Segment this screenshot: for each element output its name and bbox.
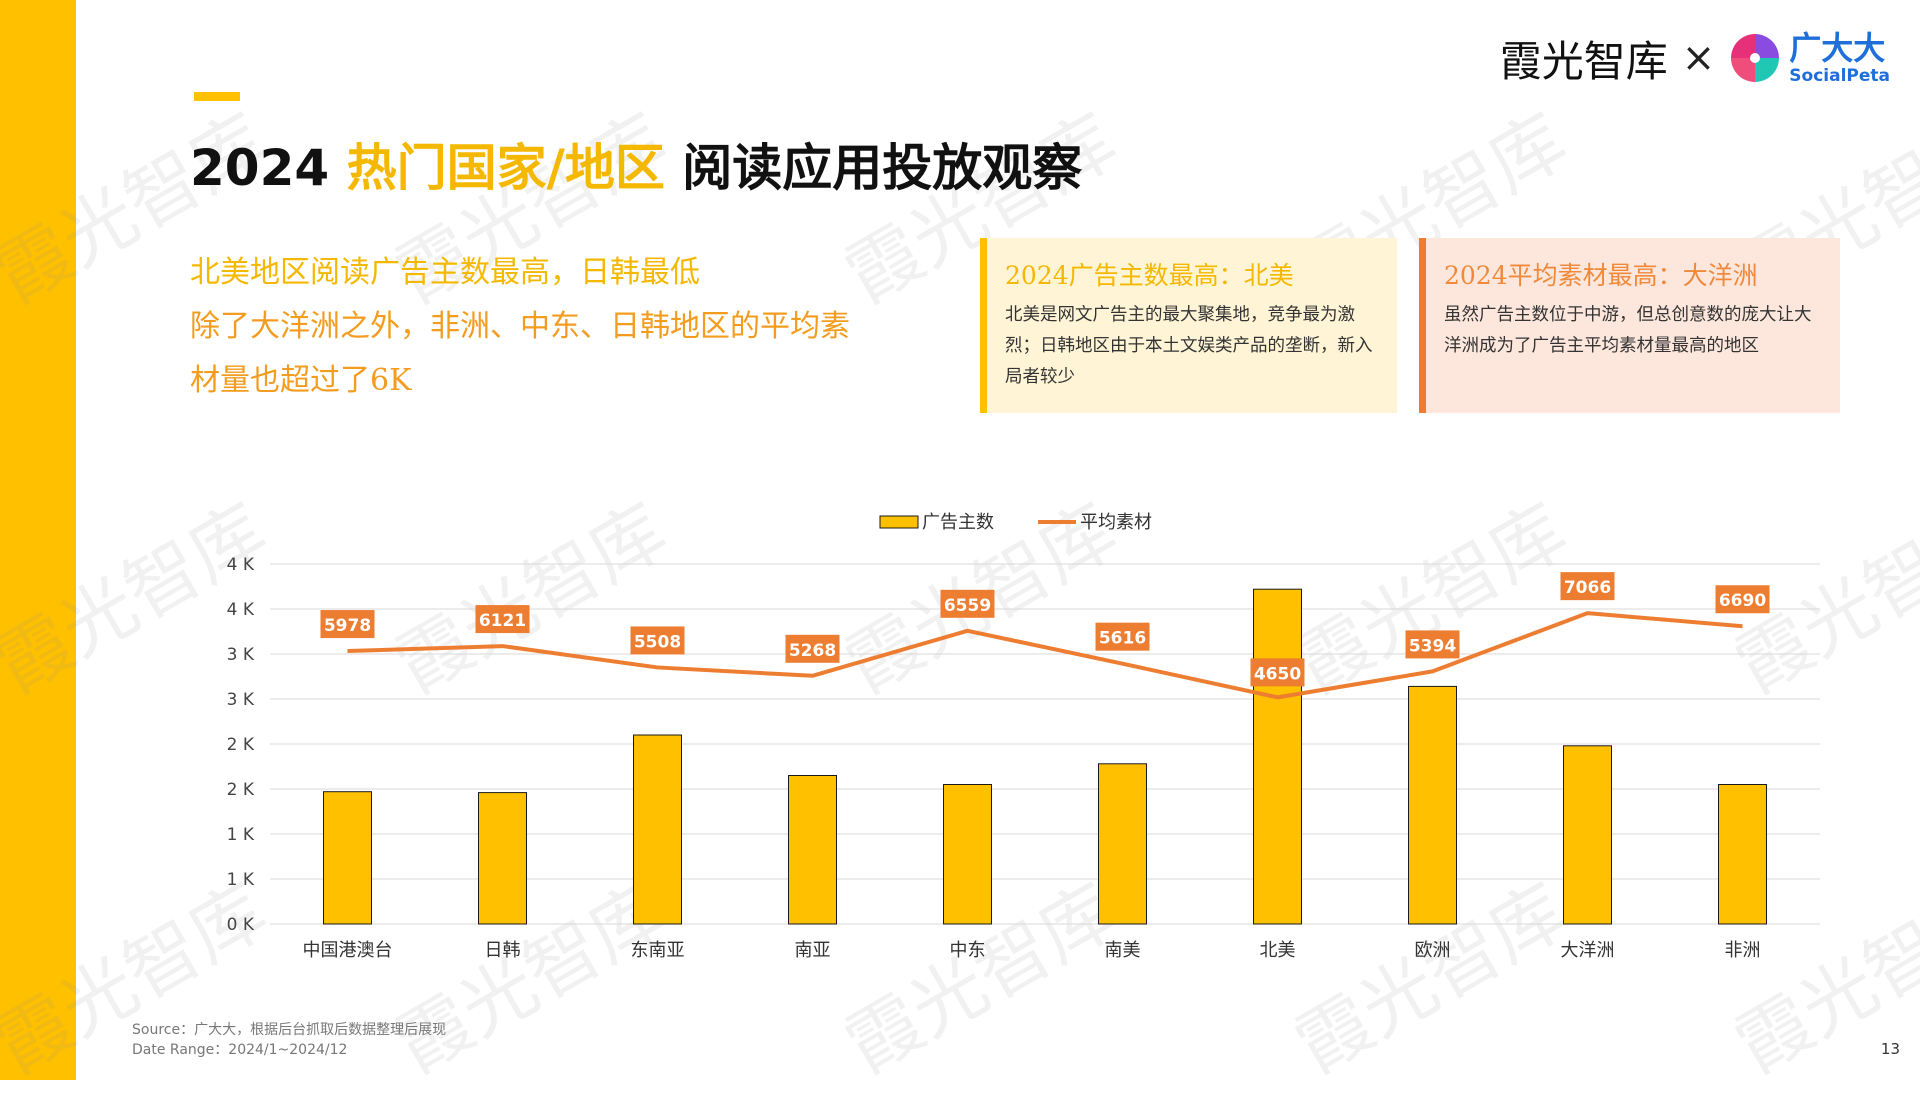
data-label: 5394: [1409, 636, 1456, 656]
partner-name-cn: 广大大: [1789, 28, 1886, 67]
y-tick-label: 4 K: [227, 555, 255, 575]
data-label: 6690: [1719, 591, 1766, 611]
insight-card-creatives: 2024平均素材最高：大洋洲 虽然广告主数位于中游，但总创意数的庞大让大洋洲成为…: [1419, 238, 1840, 413]
legend-label: 广告主数: [922, 512, 994, 533]
title-accent-bar: [194, 92, 240, 101]
bar: [1718, 784, 1767, 925]
bar: [633, 734, 682, 925]
data-label-bg: [1405, 630, 1460, 659]
combo-chart: 0 K 1 K 1 K 2 K 2 K 3 K 3 K 4 K 4 K 中国港澳台 日韩 东南亚 南亚 中…: [227, 512, 1820, 961]
data-label-bg: [1560, 572, 1615, 601]
x-tick-label: 中东: [950, 940, 986, 961]
summary-text: 北美地区阅读广告主数最高，日韩最低 除了大洋洲之外，非洲、中东、日韩地区的平均素…: [190, 246, 930, 408]
card-title: 2024广告主数最高：北美: [1005, 261, 1294, 290]
x-tick-label: 北美: [1260, 940, 1296, 961]
y-tick-label: 1 K: [227, 870, 255, 890]
data-label-bg: [630, 626, 685, 655]
source-note: Source：广大大，根据后台抓取后数据整理后展现 Date Range：202…: [132, 1020, 446, 1060]
partner-logo-icon: [1731, 34, 1780, 82]
page-number: 13: [1880, 1040, 1900, 1058]
summary-line: 材量也超过了6K: [190, 363, 412, 398]
source-text: Source：广大大，根据后台抓取后数据整理后展现: [132, 1022, 447, 1038]
data-label-bg: [785, 634, 840, 663]
y-tick-label: 2 K: [227, 780, 255, 800]
date-range-text: Date Range：2024/1~2024/12: [132, 1042, 348, 1058]
y-tick-label: 2 K: [227, 735, 255, 755]
data-label: 7066: [1564, 578, 1611, 598]
x-tick-label: 南亚: [795, 940, 831, 961]
data-label-bg: [320, 610, 375, 639]
y-tick-label: 1 K: [227, 825, 255, 845]
data-label-bg: [1095, 622, 1150, 651]
data-label-bg: [940, 589, 995, 618]
partner-logo: 广大大 SocialPeta: [1729, 32, 1890, 85]
card-title: 2024平均素材最高：大洋洲: [1444, 261, 1758, 290]
data-label: 4650: [1254, 664, 1301, 684]
y-tick-label: 3 K: [227, 690, 255, 710]
data-label: 5616: [1099, 629, 1146, 649]
brand-header: 霞光智库 × 广大大 SocialPeta: [1500, 28, 1890, 88]
series-line: [347, 611, 1743, 700]
card-body: 虽然广告主数位于中游，但总创意数的庞大让大洋洲成为了广告主平均素材量最高的地区: [1444, 305, 1812, 356]
bar: [1098, 763, 1147, 925]
partner-name-en: SocialPeta: [1789, 65, 1890, 86]
bar: [323, 791, 372, 925]
left-accent-bar: [0, 0, 76, 1080]
card-body: 北美是网文广告主的最大聚集地，竞争最为激烈；日韩地区由于本土文娱类产品的垄断，新…: [1005, 305, 1373, 387]
x-tick-label: 中国港澳台: [303, 940, 393, 961]
legend-swatch-bar: [879, 515, 919, 529]
data-label: 6121: [479, 611, 526, 631]
x-tick-label: 大洋洲: [1561, 940, 1615, 961]
x-tick-label: 南美: [1105, 940, 1141, 961]
title-year: 2024: [190, 139, 330, 197]
x-tick-label: 非洲: [1725, 940, 1761, 961]
brand-separator: ×: [1681, 35, 1716, 81]
x-tick-label: 欧洲: [1415, 940, 1451, 961]
y-tick-label: 4 K: [227, 600, 255, 620]
page-title: 2024 热门国家/地区 阅读应用投放观察: [190, 128, 1082, 200]
bar: [943, 784, 992, 925]
data-label: 6559: [944, 596, 991, 616]
data-label: 5268: [789, 641, 836, 661]
bar: [1563, 745, 1612, 925]
data-label: 5508: [634, 632, 681, 652]
y-tick-label: 3 K: [227, 645, 255, 665]
bar: [1253, 588, 1302, 925]
brand-name: 霞光智库: [1499, 36, 1668, 86]
bar: [788, 775, 837, 925]
data-label-bg: [475, 605, 530, 634]
x-tick-label: 东南亚: [631, 940, 685, 961]
legend-label: 平均素材: [1080, 512, 1152, 533]
y-tick-label: 0 K: [227, 915, 255, 935]
bar: [1408, 685, 1457, 925]
bar: [478, 792, 527, 925]
insight-card-advertisers: 2024广告主数最高：北美 北美是网文广告主的最大聚集地，竞争最为激烈；日韩地区…: [980, 238, 1397, 413]
data-label: 5978: [324, 616, 371, 636]
data-label-bg: [1250, 658, 1305, 687]
data-label-bg: [1715, 585, 1770, 614]
title-rest: 阅读应用投放观察: [682, 139, 1083, 197]
title-highlight: 热门国家/地区: [346, 139, 665, 197]
summary-line: 北美地区阅读广告主数最高，日韩最低: [190, 255, 700, 290]
summary-line: 除了大洋洲之外，非洲、中东、日韩地区的平均素: [190, 309, 850, 344]
x-tick-label: 日韩: [485, 940, 521, 961]
